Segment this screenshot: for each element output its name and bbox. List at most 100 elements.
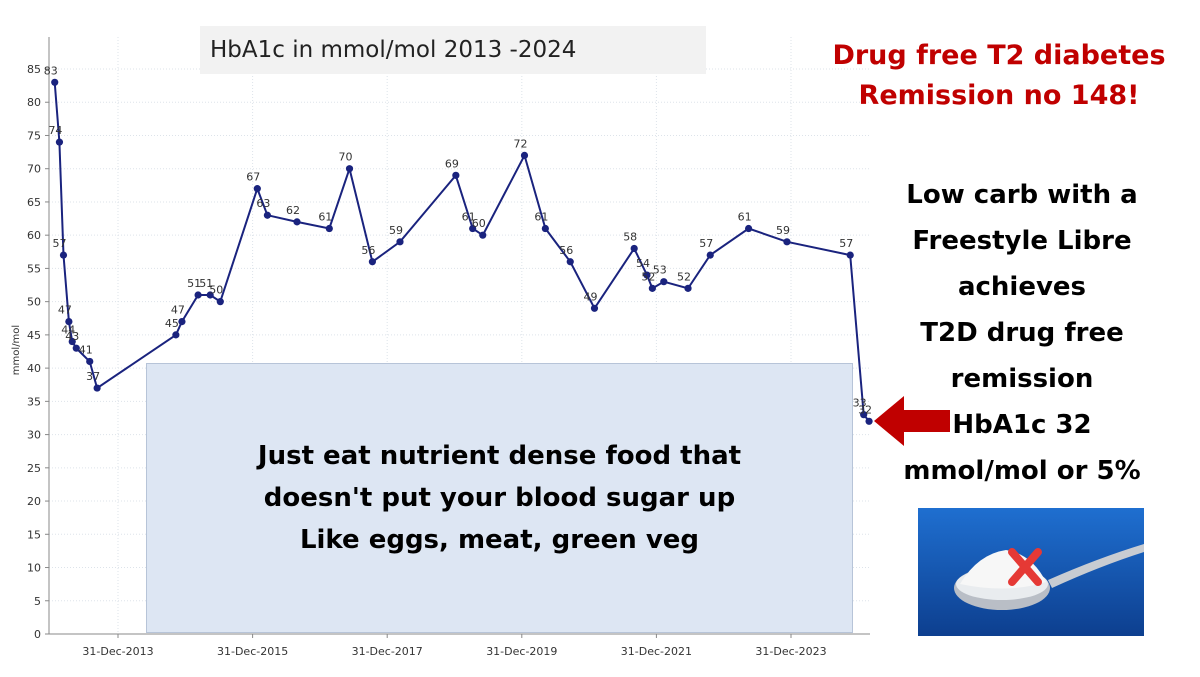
data-point bbox=[648, 284, 656, 292]
data-point-label: 61 bbox=[534, 211, 548, 224]
data-point-label: 33 bbox=[853, 397, 867, 410]
y-tick-label: 45 bbox=[27, 329, 41, 342]
data-point bbox=[396, 238, 404, 246]
y-tick-label: 85 bbox=[27, 63, 41, 76]
y-tick-label: 40 bbox=[27, 362, 41, 375]
data-point bbox=[469, 224, 477, 233]
data-point-label: 60 bbox=[472, 217, 486, 230]
data-point-label: 61 bbox=[738, 211, 752, 224]
y-tick-label: 15 bbox=[27, 528, 41, 541]
data-point-label: 51 bbox=[187, 277, 201, 290]
x-tick-label: 31-Dec-2015 bbox=[217, 645, 288, 658]
data-point bbox=[566, 258, 574, 266]
callout-line: Just eat nutrient dense food that bbox=[257, 441, 742, 471]
data-point-label: 51 bbox=[199, 277, 213, 290]
data-point-label: 57 bbox=[839, 237, 853, 250]
data-point-label: 56 bbox=[559, 244, 573, 257]
chart-title: HbA1c in mmol/mol 2013 -2024 bbox=[200, 26, 706, 74]
sidebar-line: Freestyle Libre bbox=[912, 226, 1132, 256]
headline-line-1: Drug free T2 diabetes bbox=[832, 40, 1166, 71]
data-point bbox=[194, 291, 202, 299]
data-point bbox=[206, 291, 214, 299]
data-point-label: 47 bbox=[58, 304, 72, 317]
data-point bbox=[745, 224, 753, 233]
sidebar-line: achieves bbox=[957, 272, 1087, 302]
data-point-label: 53 bbox=[653, 264, 667, 277]
data-point bbox=[520, 151, 529, 160]
y-tick-label: 65 bbox=[27, 196, 41, 209]
y-tick-label: 80 bbox=[27, 96, 41, 109]
data-point-label: 61 bbox=[462, 211, 476, 224]
data-point bbox=[72, 344, 80, 352]
data-point bbox=[541, 224, 549, 233]
data-point bbox=[630, 244, 638, 253]
y-tick-label: 60 bbox=[27, 229, 41, 242]
x-tick-label: 31-Dec-2023 bbox=[755, 645, 826, 658]
data-point-label: 70 bbox=[339, 151, 353, 164]
data-point bbox=[51, 78, 59, 86]
data-point bbox=[293, 218, 301, 226]
data-point-label: 69 bbox=[445, 157, 459, 170]
data-point bbox=[860, 411, 868, 419]
data-point bbox=[325, 224, 333, 233]
y-tick-label: 5 bbox=[34, 595, 41, 608]
y-axis-label: mmol/mol bbox=[11, 325, 22, 375]
data-point-label: 72 bbox=[513, 137, 527, 150]
y-tick-label: 10 bbox=[27, 562, 41, 575]
data-point-label: 57 bbox=[699, 237, 713, 250]
data-point bbox=[684, 284, 692, 292]
data-point-label: 56 bbox=[361, 244, 375, 257]
data-point-label: 59 bbox=[389, 224, 403, 237]
y-tick-label: 70 bbox=[27, 163, 41, 176]
data-point-label: 52 bbox=[641, 270, 655, 283]
sidebar-line: HbA1c 32 bbox=[952, 410, 1092, 440]
chart-axes: 0 5 10 15 20 25 30 35 40 45 50 55 60 65 70 75 80 85 31-Dec… bbox=[27, 37, 870, 658]
data-point bbox=[706, 251, 714, 259]
data-point-label: 52 bbox=[677, 270, 691, 283]
data-point bbox=[178, 317, 186, 326]
data-point-label: 61 bbox=[318, 211, 332, 224]
sidebar-line: remission bbox=[950, 364, 1094, 394]
data-point-label: 74 bbox=[48, 124, 62, 137]
data-point-label: 63 bbox=[256, 197, 270, 210]
x-tick-label: 31-Dec-2019 bbox=[486, 645, 557, 658]
data-point bbox=[865, 417, 873, 425]
data-point bbox=[452, 171, 460, 179]
data-point bbox=[368, 258, 376, 266]
x-tick-label: 31-Dec-2013 bbox=[82, 645, 153, 658]
data-point bbox=[65, 317, 73, 326]
data-point bbox=[93, 384, 101, 392]
data-point-label: 43 bbox=[65, 330, 79, 343]
y-tick-label: 35 bbox=[27, 395, 41, 408]
data-point-label: 59 bbox=[776, 224, 790, 237]
data-point bbox=[172, 331, 180, 339]
data-point bbox=[86, 357, 94, 366]
data-point bbox=[68, 337, 76, 346]
data-point bbox=[345, 165, 354, 173]
y-tick-label: 75 bbox=[27, 129, 41, 142]
data-point-label: 47 bbox=[171, 304, 185, 317]
data-point bbox=[479, 231, 487, 239]
data-point-label: 41 bbox=[79, 343, 93, 356]
data-point bbox=[660, 278, 668, 286]
y-tick-label: 50 bbox=[27, 296, 41, 309]
sidebar-statement: Low carb with a Freestyle Libre achieves… bbox=[862, 172, 1182, 494]
headline-line-2: Remission no 148! bbox=[858, 80, 1140, 111]
series-line-hba1c bbox=[53, 82, 870, 422]
data-point bbox=[55, 138, 64, 146]
callout-line: Like eggs, meat, green veg bbox=[299, 525, 700, 555]
data-point-label: 45 bbox=[165, 317, 179, 330]
data-point-label: 57 bbox=[52, 237, 66, 250]
chart-series bbox=[51, 78, 873, 425]
data-point-label: 58 bbox=[623, 230, 637, 243]
data-point-label: 50 bbox=[209, 284, 223, 297]
sidebar-line: Low carb with a bbox=[906, 180, 1138, 210]
data-point bbox=[263, 211, 272, 219]
data-point-label: 49 bbox=[583, 290, 597, 303]
data-point-label: 67 bbox=[246, 171, 260, 184]
data-point bbox=[643, 271, 651, 279]
data-point bbox=[253, 185, 261, 193]
data-point-label: 62 bbox=[286, 204, 300, 217]
data-point bbox=[216, 298, 224, 306]
